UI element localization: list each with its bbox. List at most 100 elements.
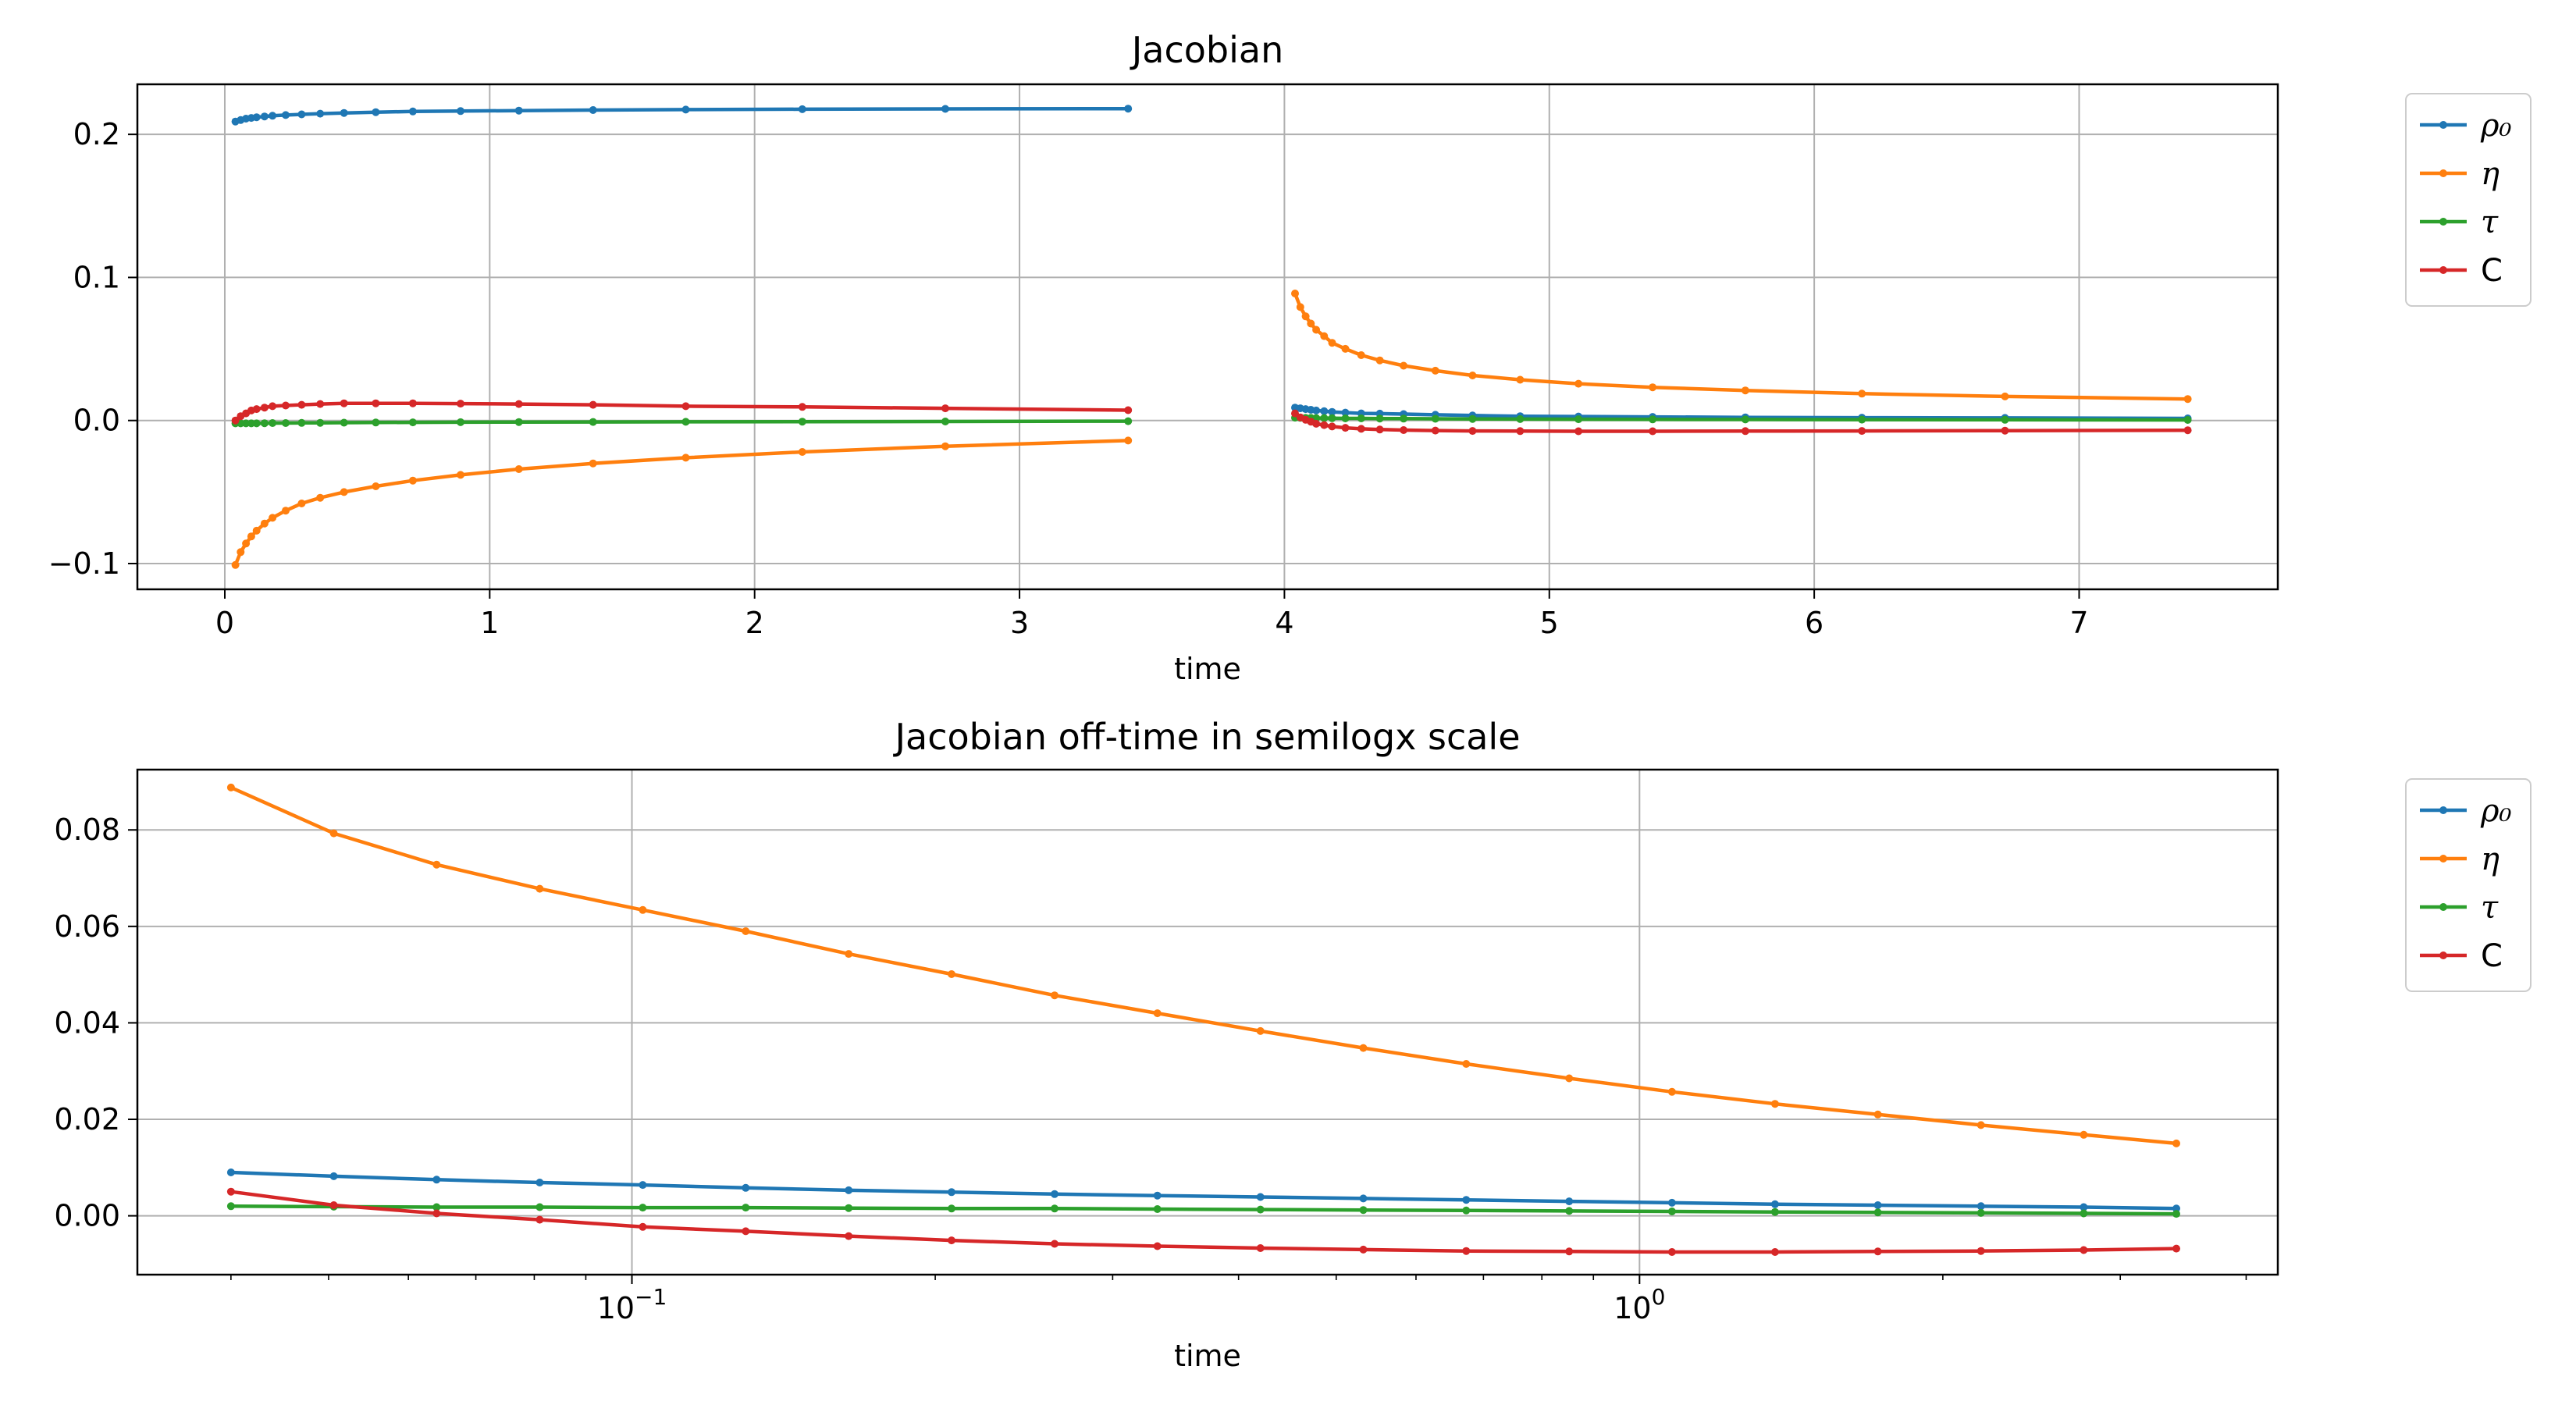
- data-point: [1312, 419, 1321, 428]
- y-ticks: −0.1 0.0 0.1 0.2: [48, 117, 137, 581]
- data-point: [408, 418, 417, 427]
- data-point: [260, 519, 269, 528]
- data-point: [1357, 414, 1365, 422]
- data-point: [1291, 409, 1299, 418]
- data-point: [1256, 1026, 1265, 1035]
- data-point: [372, 418, 380, 427]
- data-point: [340, 418, 348, 427]
- data-point: [1770, 1200, 1779, 1208]
- data-point: [1516, 427, 1525, 436]
- data-point: [742, 1183, 750, 1192]
- x-tick-label: 2: [745, 606, 764, 640]
- data-point: [798, 448, 806, 456]
- y-tick-label: 0.00: [54, 1199, 120, 1233]
- x-tick-label: 3: [1010, 606, 1029, 640]
- data-point: [1976, 1208, 1985, 1217]
- y-tick-label: 0.0: [73, 404, 120, 438]
- data-point: [1153, 1191, 1162, 1200]
- data-point: [1312, 406, 1321, 414]
- legend-item: C: [2420, 938, 2503, 974]
- legend-label: τ: [2481, 205, 2499, 240]
- chart-jacobian-semilogx: Jacobian off-time in semilogx scale 10−1…: [54, 716, 2532, 1373]
- data-point: [1320, 414, 1329, 422]
- data-point: [742, 927, 750, 935]
- data-point: [297, 110, 306, 119]
- data-point: [1516, 414, 1525, 423]
- legend-marker: [2439, 121, 2447, 129]
- data-point: [329, 1172, 338, 1180]
- series-2: [226, 1202, 2180, 1218]
- data-point: [1328, 339, 1336, 347]
- y-tick-label: −0.1: [48, 546, 120, 581]
- data-point: [1296, 303, 1304, 311]
- data-point: [226, 1168, 235, 1176]
- data-point: [845, 1232, 853, 1240]
- data-point: [432, 1203, 441, 1211]
- data-point: [535, 1179, 544, 1186]
- data-point: [457, 471, 464, 479]
- legend-marker: [2439, 218, 2447, 226]
- data-point: [1256, 1205, 1265, 1214]
- data-point: [1357, 351, 1365, 359]
- data-point: [2080, 1209, 2088, 1218]
- legend-item: η: [2420, 156, 2500, 192]
- data-point: [316, 109, 325, 118]
- data-point: [1051, 991, 1059, 1000]
- legend-item: τ: [2420, 890, 2499, 926]
- data-point: [1468, 414, 1477, 423]
- data-point: [681, 454, 690, 462]
- data-point: [260, 404, 269, 412]
- data-point: [252, 113, 261, 122]
- data-point: [1153, 1205, 1162, 1213]
- x-axis-label: time: [1174, 652, 1241, 686]
- series-lines: [231, 105, 2192, 569]
- series-1: [231, 290, 2192, 569]
- data-point: [1124, 105, 1133, 113]
- data-point: [681, 105, 690, 114]
- data-point: [1256, 1193, 1265, 1201]
- data-point: [282, 507, 290, 515]
- x-ticks: 10−1 100: [230, 1275, 2247, 1325]
- data-point: [948, 1236, 955, 1245]
- legend-item: η: [2420, 841, 2500, 877]
- data-point: [1462, 1247, 1471, 1255]
- x-tick-label: 10−1: [597, 1284, 667, 1325]
- data-point: [237, 548, 245, 557]
- data-point: [2080, 1203, 2088, 1211]
- y-tick-label: 0.06: [54, 909, 120, 944]
- data-point: [845, 1186, 853, 1194]
- data-point: [1516, 375, 1525, 384]
- data-point: [1124, 417, 1133, 425]
- data-point: [457, 400, 464, 408]
- data-point: [340, 108, 348, 117]
- legend-marker: [2439, 169, 2447, 177]
- data-point: [1328, 414, 1336, 422]
- data-point: [1462, 1196, 1471, 1204]
- data-point: [1565, 1074, 1574, 1083]
- data-point: [1858, 415, 1866, 424]
- series-3: [231, 399, 2192, 436]
- data-point: [329, 1201, 338, 1209]
- data-point: [1341, 344, 1350, 353]
- data-point: [535, 1203, 544, 1211]
- data-point: [252, 526, 261, 535]
- data-point: [845, 1204, 853, 1212]
- data-point: [941, 404, 949, 413]
- data-point: [260, 419, 269, 428]
- data-point: [269, 112, 277, 120]
- data-point: [372, 399, 380, 407]
- x-tick-label: 6: [1805, 606, 1823, 640]
- legend-label: η: [2481, 841, 2500, 877]
- data-point: [514, 418, 523, 426]
- data-point: [282, 419, 290, 427]
- data-point: [432, 1176, 441, 1184]
- legend-box: [2405, 93, 2532, 307]
- legend-item: τ: [2420, 205, 2499, 240]
- data-point: [1124, 436, 1133, 445]
- data-point: [1574, 415, 1583, 424]
- data-point: [340, 399, 348, 407]
- data-point: [260, 112, 269, 121]
- data-point: [1858, 427, 1866, 436]
- data-point: [1468, 372, 1477, 379]
- data-point: [1359, 1206, 1368, 1215]
